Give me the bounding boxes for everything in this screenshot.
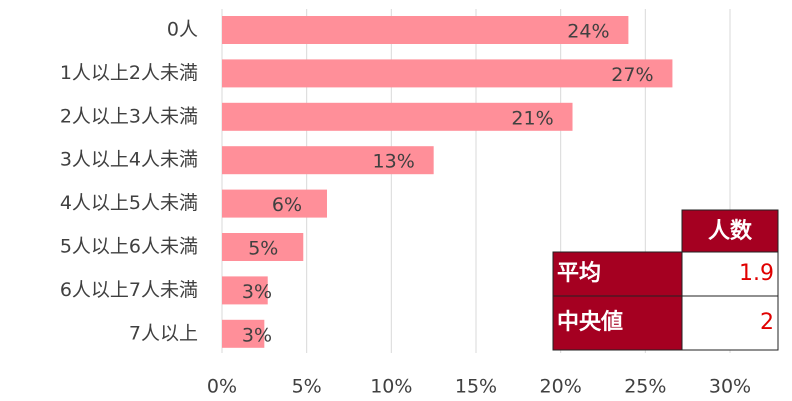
x-tick-label: 30% — [709, 376, 751, 398]
bar — [222, 59, 673, 88]
y-tick-label: 0人 — [167, 19, 198, 41]
row-value: 1.9 — [739, 261, 774, 286]
row-label-cell — [552, 251, 683, 297]
y-tick-label: 7人以上 — [129, 322, 198, 344]
x-tick-label: 5% — [292, 376, 322, 398]
row-label: 中央値 — [557, 309, 623, 335]
value-cell — [681, 251, 779, 297]
data-label: 5% — [248, 238, 278, 260]
data-label: 27% — [611, 64, 653, 86]
y-tick-label: 6人以上7人未満 — [60, 279, 198, 301]
table-header-cell — [681, 209, 779, 253]
x-tick-label: 15% — [455, 376, 497, 398]
bar — [222, 16, 629, 44]
row-label-cell — [552, 295, 683, 351]
x-tick-label: 0% — [207, 376, 237, 398]
row-value: 2 — [760, 310, 774, 335]
data-label: 6% — [272, 194, 302, 216]
y-tick-label: 4人以上5人未満 — [60, 192, 198, 214]
data-label: 21% — [511, 107, 553, 129]
value-cell — [681, 295, 779, 351]
data-label: 24% — [567, 21, 609, 43]
y-tick-label: 2人以上3人未満 — [60, 105, 198, 127]
x-tick-label: 25% — [624, 376, 666, 398]
row-label: 平均 — [557, 260, 601, 286]
table-header: 人数 — [708, 218, 753, 244]
bar — [222, 146, 434, 175]
y-tick-label: 1人以上2人未満 — [60, 62, 198, 84]
x-tick-label: 20% — [540, 376, 582, 398]
data-label: 3% — [242, 324, 272, 346]
bar — [222, 233, 304, 261]
x-tick-label: 10% — [370, 376, 412, 398]
y-tick-label: 5人以上6人未満 — [60, 236, 198, 258]
y-tick-label: 3人以上4人未満 — [60, 149, 198, 171]
bar — [222, 319, 265, 348]
data-label: 13% — [373, 151, 415, 173]
bar — [222, 189, 327, 218]
data-label: 3% — [242, 281, 272, 303]
bar — [222, 102, 573, 131]
bar — [222, 276, 268, 305]
